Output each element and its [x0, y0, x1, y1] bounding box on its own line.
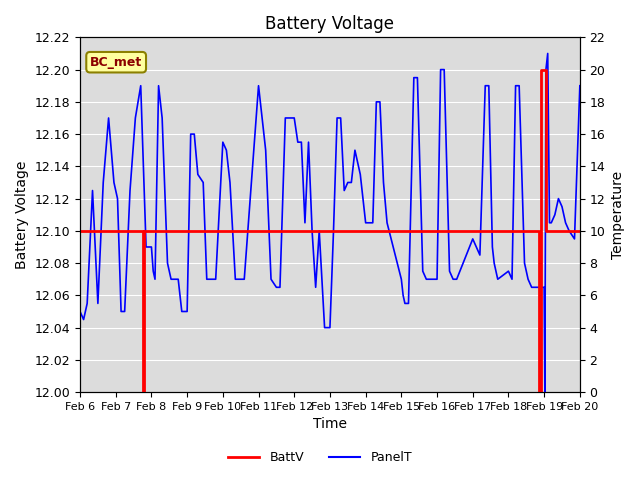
Legend: BattV, PanelT: BattV, PanelT: [223, 446, 417, 469]
Y-axis label: Temperature: Temperature: [611, 171, 625, 259]
Title: Battery Voltage: Battery Voltage: [266, 15, 394, 33]
Text: BC_met: BC_met: [90, 56, 142, 69]
Y-axis label: Battery Voltage: Battery Voltage: [15, 160, 29, 269]
X-axis label: Time: Time: [313, 418, 347, 432]
